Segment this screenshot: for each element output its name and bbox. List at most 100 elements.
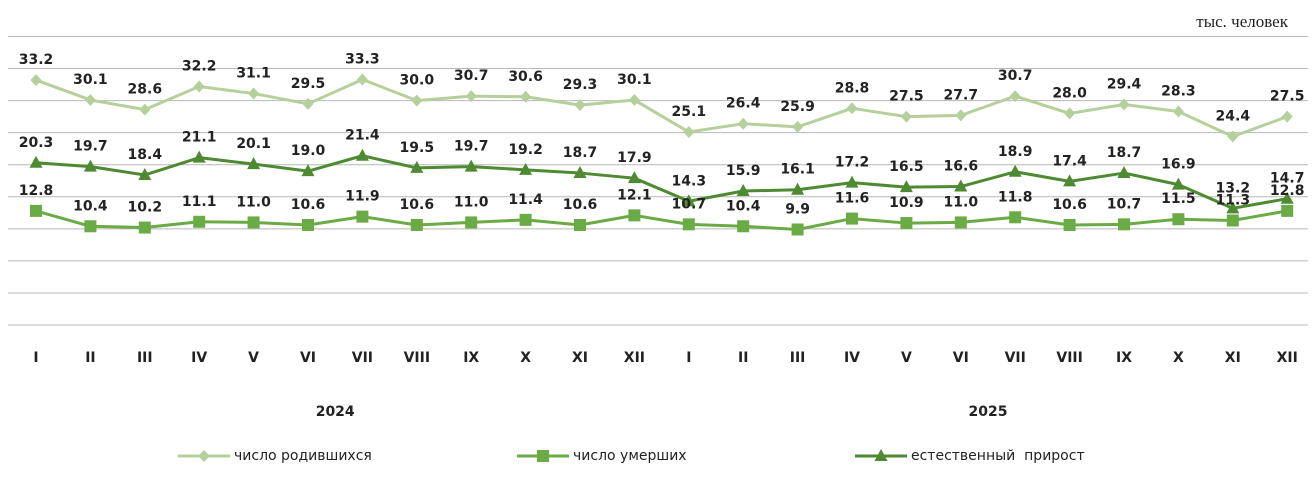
point-births (683, 126, 695, 139)
point-births (900, 110, 912, 123)
data-label-deaths: 10.9 (889, 195, 924, 211)
data-label-births: 27.5 (889, 89, 924, 105)
data-label-deaths: 10.6 (1052, 197, 1087, 213)
x-tick-label: V (901, 350, 912, 366)
point-births (465, 90, 477, 103)
data-label-births: 33.2 (19, 52, 54, 68)
data-label-deaths: 11.9 (345, 189, 380, 205)
point-deaths (900, 217, 913, 230)
point-natural-increase (301, 164, 315, 177)
x-tick-label: V (248, 350, 259, 366)
data-label-deaths: 9.9 (785, 201, 810, 217)
data-label-births: 24.4 (1216, 109, 1251, 125)
series-line-deaths (35, 209, 1288, 231)
series-line-natural-increase (35, 154, 1288, 210)
data-label-deaths: 11.8 (998, 189, 1033, 205)
data-label-deaths: 10.6 (291, 197, 326, 213)
point-births (574, 99, 586, 112)
point-natural-increase (192, 150, 206, 163)
data-label-births: 27.7 (944, 87, 979, 103)
point-natural-increase (627, 171, 641, 184)
data-label-births: 30.1 (73, 72, 108, 88)
legend-marker (198, 450, 210, 462)
legend-item-deaths: число умерших (515, 448, 687, 464)
legend-swatch-natural-increase (855, 449, 907, 461)
point-births (193, 80, 205, 93)
x-tick-label: IV (191, 350, 207, 366)
point-deaths (193, 215, 206, 228)
point-deaths (302, 218, 314, 231)
point-deaths (30, 204, 42, 217)
data-label-natural-increase: 21.4 (345, 128, 380, 144)
data-label-natural-increase: 14.7 (1270, 171, 1305, 187)
series-layer (29, 73, 1294, 236)
data-label-natural-increase: 17.4 (1052, 153, 1087, 169)
point-natural-increase (83, 159, 97, 172)
point-births (1227, 130, 1239, 143)
data-label-births: 28.3 (1161, 84, 1196, 100)
legend-item-births: число родившихся (176, 448, 372, 464)
point-births (1064, 107, 1076, 120)
point-natural-increase (736, 184, 750, 197)
x-tick-label: XII (624, 350, 645, 366)
x-tick-label: X (520, 350, 531, 366)
point-natural-increase (1226, 201, 1240, 214)
data-label-births: 26.4 (726, 96, 761, 112)
legend-marker (537, 450, 549, 462)
point-deaths (1009, 211, 1022, 224)
data-label-births: 30.6 (508, 69, 543, 85)
series-line-births (35, 77, 1288, 139)
point-births (792, 120, 804, 133)
x-tick-label: II (85, 350, 95, 366)
legend-swatch-deaths (517, 450, 569, 462)
point-births (411, 94, 423, 107)
data-label-natural-increase: 18.7 (1107, 145, 1142, 161)
legend-item-natural-increase: естественный прирост (853, 448, 1085, 464)
point-births (302, 97, 314, 110)
x-tick-label: VIII (404, 350, 430, 366)
data-labels: 33.2 30.1 28.6 32.2 31.1 29.5 33.3 30.0 30.7 30.6… (19, 51, 1305, 217)
x-tick-label: XI (1225, 350, 1241, 366)
data-label-natural-increase: 19.5 (400, 140, 435, 156)
point-natural-increase (1171, 177, 1185, 190)
x-tick-label: VI (953, 350, 969, 366)
point-natural-increase (247, 157, 261, 170)
point-natural-increase (682, 194, 696, 207)
x-tick-label: VIII (1056, 350, 1082, 366)
x-tick-label: VII (352, 350, 373, 366)
data-label-deaths: 12.8 (1270, 183, 1305, 199)
gridlines (8, 36, 1308, 326)
data-label-natural-increase: 17.9 (617, 150, 652, 166)
point-deaths (84, 220, 97, 233)
data-label-natural-increase: 19.7 (454, 139, 489, 155)
legend-label-natural-increase: естественный прирост (911, 448, 1085, 464)
data-label-natural-increase: 16.5 (889, 159, 924, 175)
data-label-deaths: 12.1 (617, 187, 652, 203)
point-natural-increase (1117, 166, 1131, 179)
point-deaths (1172, 213, 1185, 226)
data-label-natural-increase: 16.6 (944, 159, 979, 175)
data-label-births: 28.6 (128, 82, 163, 98)
point-deaths (1281, 204, 1294, 217)
point-deaths (682, 218, 695, 231)
data-label-deaths: 10.4 (726, 198, 761, 214)
data-label-deaths: 10.7 (672, 196, 707, 212)
x-tick-label: VI (300, 350, 316, 366)
data-label-births: 25.1 (672, 104, 707, 120)
x-tick-label: III (137, 350, 153, 366)
data-label-deaths: 11.0 (454, 194, 489, 210)
point-births (84, 93, 96, 106)
point-deaths (356, 210, 369, 223)
data-label-natural-increase: 16.1 (780, 162, 815, 178)
data-label-deaths: 12.8 (19, 183, 54, 199)
point-births (1118, 98, 1130, 111)
data-label-births: 32.2 (182, 59, 217, 75)
point-natural-increase (1280, 191, 1294, 204)
point-deaths (519, 213, 532, 226)
data-label-deaths: 11.0 (236, 194, 271, 210)
data-label-births: 29.3 (563, 77, 598, 93)
data-label-deaths: 10.6 (563, 197, 598, 213)
data-label-births: 29.4 (1107, 76, 1142, 92)
point-deaths (846, 212, 858, 225)
data-label-natural-increase: 19.0 (291, 143, 326, 159)
